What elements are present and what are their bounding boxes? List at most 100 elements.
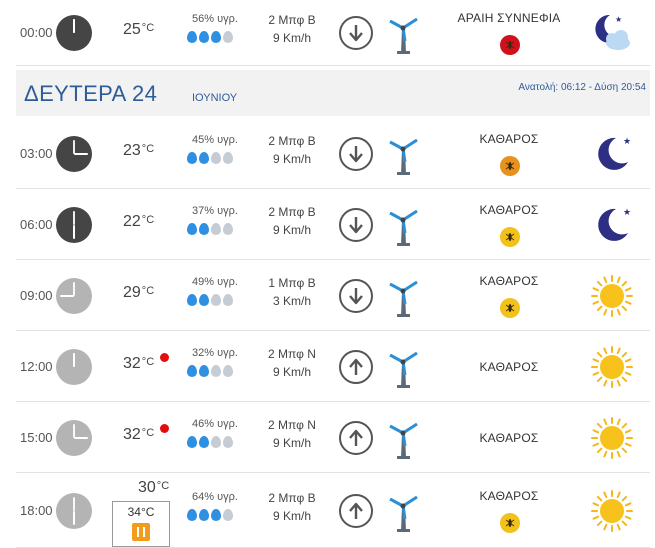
humidity-drops — [187, 222, 243, 235]
feels-like-temp: 34°C — [127, 505, 155, 519]
drop-icon — [199, 31, 209, 43]
down-arrow-icon — [339, 136, 373, 171]
clock-hand — [73, 224, 75, 239]
drop-icon — [211, 151, 221, 164]
drop-icon — [223, 151, 233, 164]
time-label: 09:00 — [20, 287, 53, 303]
humidity-label: 37% υγρ. — [192, 204, 238, 217]
temperature-unit: °C — [141, 213, 155, 226]
wind-speed: 9 Km/h — [272, 508, 311, 523]
day-header: ΔΕΥΤΕΡΑ 24 ΙΟΥΝΙΟΥ Ανατολή: 06:12 - Δύση… — [16, 70, 650, 116]
sky-condition: ΚΑΘΑΡΟΣ — [479, 131, 539, 146]
wind-force: 2 Μπφ Β — [268, 13, 316, 27]
wind-speed: 9 Km/h — [272, 222, 311, 237]
clock-hand — [73, 19, 75, 33]
clock-hand — [74, 436, 88, 439]
time-label: 18:00 — [20, 502, 53, 518]
clock-icon — [56, 492, 92, 529]
mosquito-icon — [500, 297, 520, 318]
temperature: 30°C — [138, 479, 169, 497]
clock-minute-hand — [73, 423, 75, 438]
drop-icon — [199, 364, 209, 377]
mosquito-icon — [500, 512, 520, 533]
clock-hand — [73, 510, 75, 525]
sun-icon — [590, 274, 634, 318]
humidity-drops — [187, 293, 243, 306]
drop-icon — [187, 435, 197, 448]
clock-icon — [56, 419, 92, 456]
humidity-drops — [187, 364, 243, 377]
up-arrow-icon — [339, 349, 373, 384]
temperature: 23°C — [123, 142, 154, 160]
wind-turbine-icon — [386, 205, 420, 247]
wind-turbine-icon — [386, 418, 420, 460]
drop-icon — [187, 293, 197, 306]
drop-icon — [187, 364, 197, 377]
clock-minute-hand — [73, 281, 75, 296]
clock-hand — [73, 352, 75, 367]
sky-condition: ΚΑΘΑΡΟΣ — [479, 273, 539, 288]
wind-speed: 3 Km/h — [272, 293, 311, 308]
moon-cloud-icon: ★ — [590, 11, 634, 55]
sky-condition: ΚΑΘΑΡΟΣ — [479, 430, 539, 445]
temperature-value: 25 — [123, 21, 141, 38]
drop-icon — [223, 31, 233, 43]
clock-hand — [74, 152, 88, 155]
svg-text:★: ★ — [623, 137, 631, 147]
clock-icon — [56, 206, 92, 243]
sky-condition: ΑΡΑΙΗ ΣΥΝΝΕΦΙΑ — [457, 11, 561, 25]
temperature-unit: °C — [141, 22, 155, 34]
feels-like-box: 34°C — [112, 501, 170, 547]
drop-icon — [187, 508, 197, 521]
temperature-unit: °C — [141, 284, 155, 297]
wind-turbine-icon — [386, 134, 420, 176]
mosquito-icon — [500, 35, 520, 55]
heat-warning-dot — [160, 352, 169, 362]
wind-speed: 9 Km/h — [272, 364, 311, 379]
temperature: 29°C — [123, 284, 154, 302]
day-title: ΔΕΥΤΕΡΑ 24 — [24, 81, 158, 106]
sky-condition: ΚΑΘΑΡΟΣ — [479, 359, 539, 374]
wind-force: 2 Μπφ Β — [268, 133, 316, 148]
drop-icon — [187, 151, 197, 164]
drop-icon — [211, 364, 221, 377]
temperature-unit: °C — [141, 142, 155, 155]
down-arrow-icon — [339, 16, 373, 50]
drop-icon — [211, 222, 221, 235]
sun-icon — [590, 489, 634, 533]
forecast-row: 06:00 22°C 37% υγρ. 2 Μπφ Β 9 Km/h ΚΑΘΑΡΟΣ ★ — [16, 189, 650, 260]
svg-text:★: ★ — [623, 208, 631, 218]
wind-turbine-icon — [386, 276, 420, 318]
forecast-row: 09:00 29°C 49% υγρ. 1 Μπφ Β 3 Km/h ΚΑΘΑΡΟΣ — [16, 260, 650, 331]
temperature-unit: °C — [156, 480, 170, 492]
time-label: 15:00 — [20, 429, 53, 445]
temperature-unit: °C — [141, 355, 155, 368]
temperature: 25°C — [123, 21, 154, 39]
clock-hand — [60, 294, 74, 297]
drop-icon — [199, 435, 209, 448]
wind-speed: 9 Km/h — [272, 151, 311, 166]
time-label: 06:00 — [20, 216, 53, 232]
drop-icon — [211, 508, 221, 521]
humidity-label: 49% υγρ. — [192, 275, 238, 288]
humidity-label: 46% υγρ. — [192, 417, 238, 430]
temperature-value: 32 — [123, 354, 141, 372]
drop-icon — [211, 435, 221, 448]
mosquito-icon — [500, 226, 520, 247]
sun-icon — [590, 345, 634, 389]
humidity-drops — [187, 435, 243, 448]
temperature-value: 30 — [138, 479, 156, 496]
wind-turbine-icon — [386, 13, 420, 55]
wind-force: 2 Μπφ Β — [268, 204, 316, 219]
wind-turbine-icon — [386, 347, 420, 389]
time-label: 00:00 — [20, 25, 53, 40]
forecast-row: 03:00 23°C 45% υγρ. 2 Μπφ Β 9 Km/h ΚΑΘΑΡΟΣ ★ — [16, 118, 650, 189]
humidity-drops — [187, 151, 243, 164]
humidity-label: 45% υγρ. — [192, 133, 238, 146]
mosquito-icon — [500, 155, 520, 176]
drop-icon — [199, 222, 209, 235]
wind-force: 1 Μπφ Β — [268, 275, 316, 290]
forecast-row: 00:00 25°C 56% υγρ. 2 Μπφ Β 9 Km/h ΑΡΑΙΗ ΣΥΝΝ… — [16, 0, 650, 66]
down-arrow-icon — [339, 278, 373, 313]
